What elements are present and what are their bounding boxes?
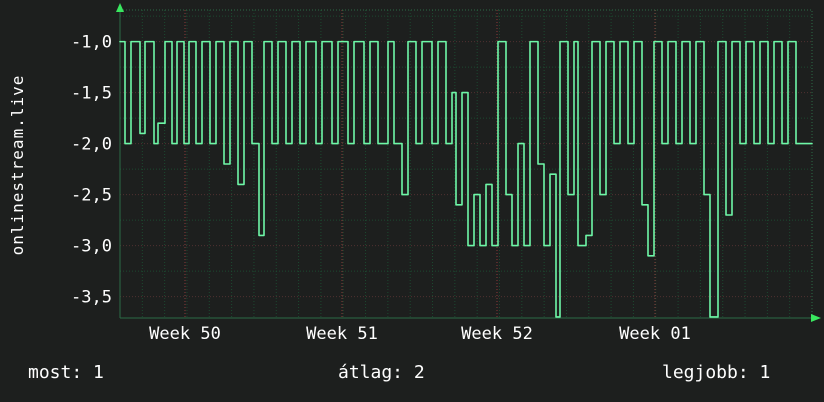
- x-tick-label: Week 50: [149, 324, 221, 344]
- y-tick-label: -2,5: [71, 186, 112, 206]
- stat-most: most: 1: [28, 362, 104, 383]
- y-axis-arrow-icon: [116, 3, 124, 12]
- y-tick-label: -3,5: [71, 288, 112, 308]
- series-line: [119, 40, 813, 318]
- y-tick-label: -2,0: [71, 135, 112, 155]
- y-tick-label: -3,0: [71, 237, 112, 257]
- y-tick-label: -1,5: [71, 84, 112, 104]
- stat-atlag: átlag: 2: [338, 362, 425, 383]
- x-tick-label: Week 01: [619, 324, 691, 344]
- x-tick-label: Week 51: [306, 324, 378, 344]
- x-tick-label: Week 52: [461, 324, 533, 344]
- x-axis-arrow-icon: [811, 314, 821, 322]
- y-tick-label: -1,0: [71, 33, 112, 53]
- stat-legjobb: legjobb: 1: [662, 362, 771, 383]
